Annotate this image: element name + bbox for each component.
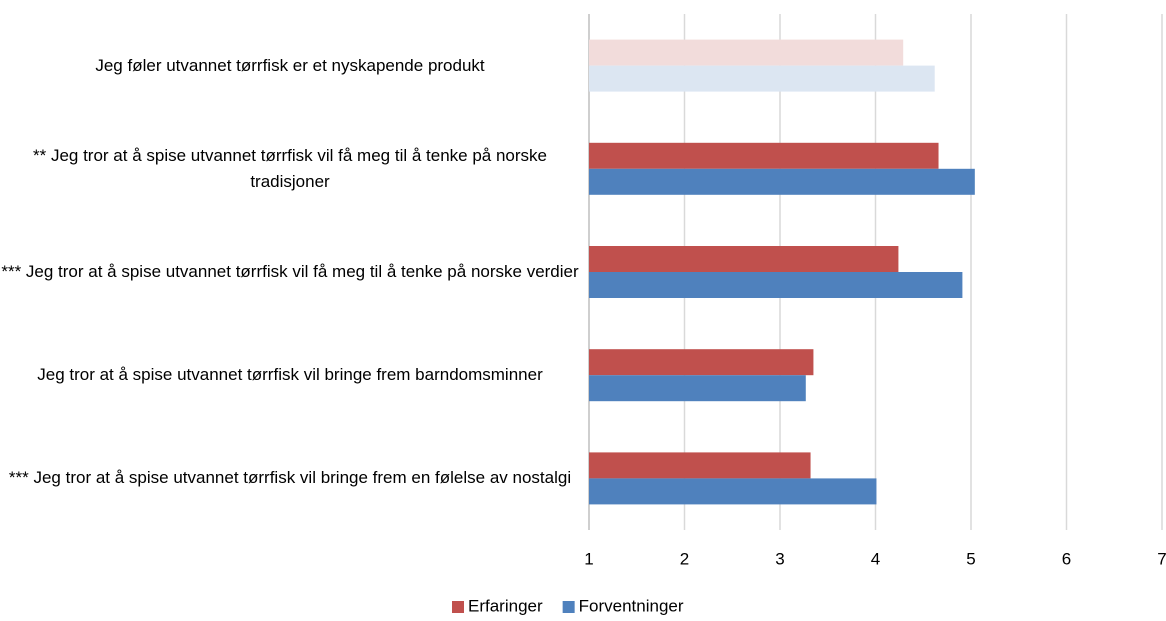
x-tick-label: 5: [966, 549, 975, 568]
legend-swatch: [562, 601, 575, 613]
bar: [589, 39, 904, 66]
bar: [589, 375, 806, 402]
bar: [589, 246, 899, 272]
category-label: *** Jeg tror at å spise utvannet tørrfis…: [1, 262, 579, 281]
bar: [589, 349, 814, 376]
x-tick-label: 2: [680, 549, 689, 568]
x-tick-label: 4: [871, 549, 880, 568]
bar: [589, 65, 935, 92]
bar: [589, 142, 939, 169]
x-tick-label: 3: [775, 549, 784, 568]
legend-swatch: [452, 601, 464, 613]
legend-label: Forventninger: [579, 596, 684, 615]
bar: [589, 168, 975, 195]
category-label: Jeg føler utvannet tørrfisk er et nyskap…: [95, 55, 485, 75]
x-tick-label: 6: [1062, 549, 1071, 568]
x-tick-label: 1: [584, 549, 593, 568]
bar: [589, 478, 877, 505]
category-label: ** Jeg tror at å spise utvannet tørrfisk…: [32, 145, 547, 191]
category-label: *** Jeg tror at å spise utvannet tørrfis…: [8, 468, 572, 488]
category-label: Jeg tror at å spise utvannet tørrfisk vi…: [37, 365, 543, 385]
legend-label: Erfaringer: [468, 596, 543, 615]
x-tick-label: 7: [1157, 549, 1166, 568]
bar: [589, 452, 811, 479]
bar: [589, 272, 963, 298]
